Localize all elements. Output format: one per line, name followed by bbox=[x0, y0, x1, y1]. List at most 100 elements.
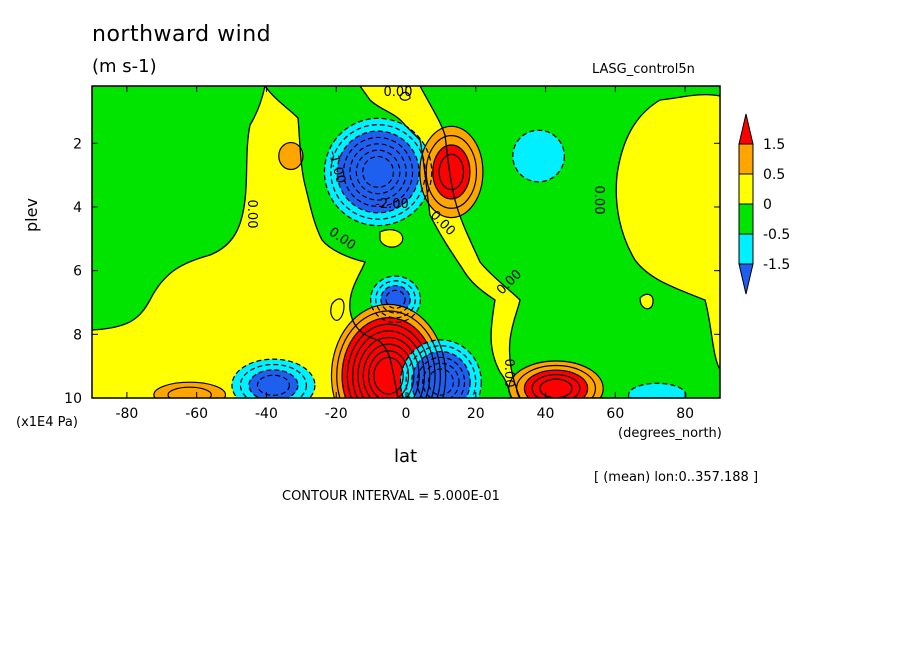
x-tick-label: 80 bbox=[676, 406, 694, 422]
colorbar-label: -1.5 bbox=[763, 257, 790, 273]
extremum-contour bbox=[367, 350, 410, 398]
y-tick-label: 4 bbox=[73, 200, 82, 216]
contour-label: 0.00 bbox=[501, 359, 516, 388]
x-tick-label: 60 bbox=[606, 406, 624, 422]
colorbar-segment bbox=[738, 233, 754, 265]
extremum-contour bbox=[357, 336, 420, 398]
contour-label: 0.00 bbox=[591, 186, 606, 215]
extremum-contour bbox=[349, 143, 407, 201]
x-tick-label: -40 bbox=[255, 406, 278, 422]
chart-units: (m s-1) bbox=[92, 56, 157, 77]
extremum-contour bbox=[438, 153, 465, 191]
extremum-contour bbox=[153, 381, 227, 398]
mean-note: [ (mean) lon:0..357.188 ] bbox=[594, 470, 759, 485]
extremum-contour bbox=[375, 280, 416, 319]
extremum-contour bbox=[346, 323, 431, 398]
colorbar: 1.5 0.5 0 -0.5 -1.5 bbox=[738, 113, 790, 295]
extremum-contour bbox=[341, 317, 436, 398]
extremum-contour bbox=[411, 350, 471, 398]
x-axis-label: lat bbox=[394, 446, 418, 467]
extremum-contour bbox=[336, 310, 441, 398]
pos-island-1 bbox=[330, 298, 344, 321]
extremum-contour bbox=[425, 135, 478, 209]
neg-region-2 bbox=[420, 86, 720, 398]
y-tick-label: 8 bbox=[73, 327, 82, 343]
extremum-contour bbox=[427, 368, 454, 396]
extremum-contour bbox=[330, 124, 426, 220]
extremum-contour bbox=[362, 343, 415, 398]
extremum-contour bbox=[248, 369, 299, 398]
pos-island-0 bbox=[380, 229, 403, 248]
extremum-contour bbox=[239, 363, 308, 398]
colorbar-label: 0.5 bbox=[763, 167, 785, 183]
x-tick-label: 40 bbox=[537, 406, 555, 422]
extremum-fill bbox=[628, 383, 686, 398]
y-axis-label: plev bbox=[22, 198, 41, 232]
island-contour-0 bbox=[379, 229, 404, 248]
x-tick-label: -60 bbox=[185, 406, 208, 422]
extremum-contour bbox=[330, 303, 447, 398]
extremum-contour bbox=[516, 364, 597, 398]
extremum-contour bbox=[278, 141, 304, 171]
neg-region-0 bbox=[92, 86, 265, 330]
colorbar-segment bbox=[738, 203, 754, 235]
chart-title: northward wind bbox=[92, 22, 272, 47]
x-axis: -80 -60 -40 -20 0 20 40 60 80 bbox=[115, 86, 694, 422]
extremum-contour bbox=[355, 149, 401, 195]
extremum-contour bbox=[508, 360, 604, 398]
colorbar-segment bbox=[738, 143, 754, 175]
contour-label: 0.00 bbox=[244, 200, 259, 229]
extremum-contour bbox=[167, 386, 212, 398]
extremum-contour bbox=[422, 362, 460, 398]
extremum-contour bbox=[342, 136, 414, 208]
x-tick-label: 20 bbox=[467, 406, 485, 422]
contour-label: 0.00 bbox=[384, 85, 413, 100]
extremum-contour bbox=[385, 289, 406, 309]
extremum-contour bbox=[512, 129, 565, 183]
filled-contours bbox=[92, 86, 720, 398]
y-tick-label: 6 bbox=[73, 264, 82, 280]
extremum-contour bbox=[370, 275, 422, 324]
extremum-contour bbox=[256, 374, 291, 396]
extremum-fill bbox=[432, 145, 470, 199]
colorbar-segment bbox=[738, 173, 754, 205]
extremum-fill bbox=[278, 142, 303, 170]
dataset-name: LASG_control5n bbox=[592, 62, 695, 77]
extremum-fill bbox=[248, 369, 298, 398]
pos-island-3 bbox=[400, 92, 410, 101]
extremum-contour bbox=[399, 339, 482, 398]
extremum-fill bbox=[512, 130, 565, 182]
x-tick-label: -80 bbox=[115, 406, 138, 422]
zero-contour-1 bbox=[264, 86, 513, 398]
extremum-contour bbox=[523, 369, 589, 398]
extremum-fill bbox=[337, 131, 419, 213]
extremum-contour bbox=[416, 356, 466, 398]
x-tick-label: 0 bbox=[402, 406, 411, 422]
colorbar-label: -0.5 bbox=[763, 227, 790, 243]
contour-interval-note: CONTOUR INTERVAL = 5.000E-01 bbox=[282, 489, 500, 504]
extremum-contour bbox=[380, 284, 411, 314]
zero-contour-0 bbox=[92, 86, 266, 331]
colorbar-segment bbox=[738, 113, 754, 145]
y-tick-label: 10 bbox=[64, 391, 82, 407]
extremum-contour bbox=[373, 356, 404, 395]
y-axis: 2 4 6 8 10 bbox=[64, 136, 720, 407]
contour-lines bbox=[92, 86, 720, 398]
pos-island-2 bbox=[640, 294, 654, 309]
extremum-contour bbox=[323, 117, 433, 227]
colorbar-segment bbox=[738, 263, 754, 295]
extremum-contour bbox=[405, 345, 477, 398]
extremum-contour bbox=[336, 130, 420, 214]
colorbar-label: 0 bbox=[763, 197, 772, 213]
y-tick-label: 2 bbox=[73, 136, 82, 152]
extremum-contour bbox=[419, 125, 484, 219]
extremum-contour bbox=[531, 373, 581, 398]
extremum-contour bbox=[627, 382, 687, 398]
island-contour-1 bbox=[330, 298, 345, 321]
extremum-contour bbox=[362, 155, 395, 188]
extremum-fill bbox=[153, 382, 226, 398]
x-axis-units: (degrees_north) bbox=[618, 426, 722, 441]
extremum-contour bbox=[432, 144, 471, 200]
island-contour-3 bbox=[399, 91, 411, 101]
